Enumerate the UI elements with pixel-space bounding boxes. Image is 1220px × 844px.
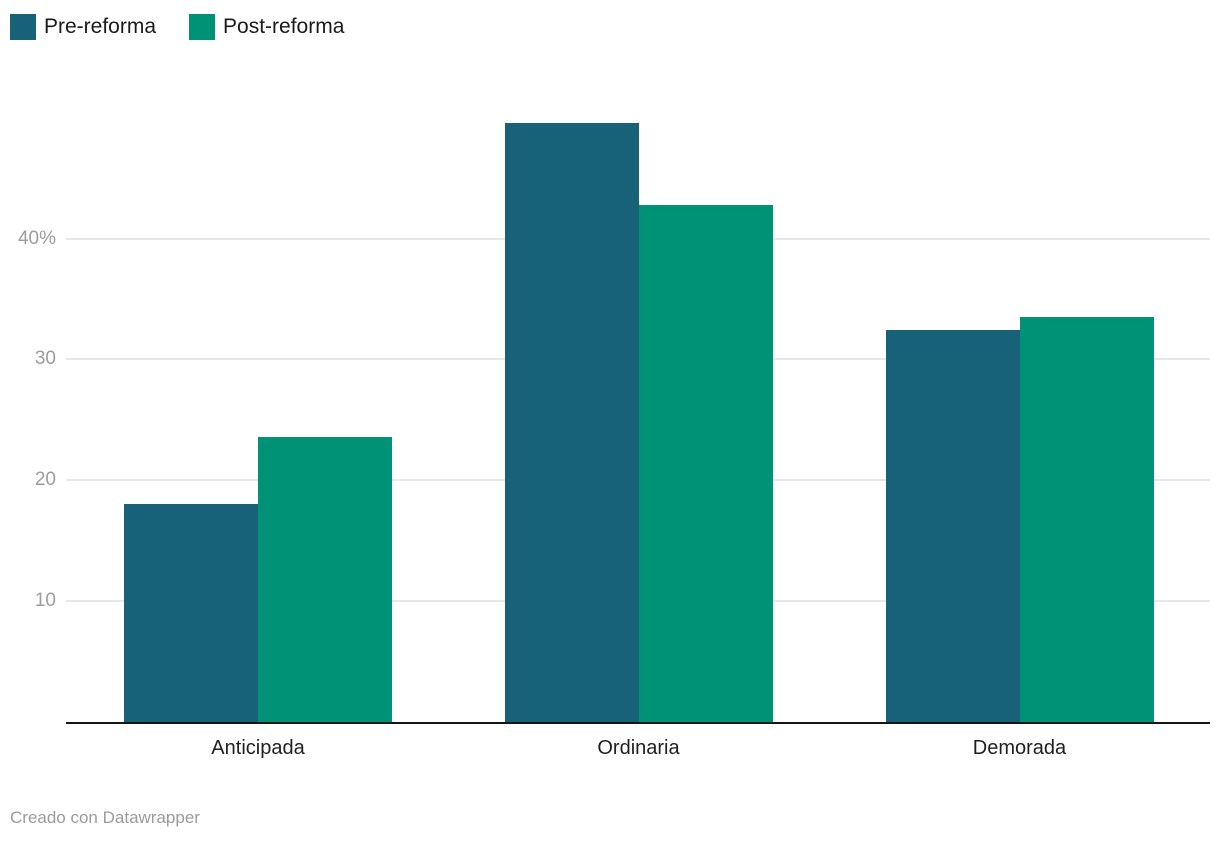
- x-axis-label-ordinaria: Ordinaria: [597, 737, 680, 759]
- bar-post-reforma-demorada[interactable]: [1019, 317, 1154, 722]
- legend-swatch-icon: [10, 14, 36, 40]
- legend-item-post-reforma: Post-reforma: [189, 14, 344, 40]
- y-axis-tick-label-20: 20: [34, 469, 56, 491]
- legend-swatch-icon: [189, 14, 216, 40]
- bar-pre-reforma-demorada[interactable]: [885, 330, 1020, 722]
- bar-post-reforma-ordinaria[interactable]: [638, 204, 773, 722]
- x-axis-line: [66, 722, 1210, 724]
- legend-label: Post-reforma: [223, 15, 345, 38]
- y-axis-tick-label-40: 40%: [17, 227, 56, 249]
- bar-post-reforma-anticipada[interactable]: [258, 436, 392, 722]
- legend: Pre-reforma Post-reforma: [10, 14, 344, 40]
- legend-item-pre-reforma: Pre-reforma: [10, 14, 156, 40]
- x-axis-label-anticipada: Anticipada: [211, 737, 305, 759]
- y-axis-tick-label-30: 30: [34, 348, 56, 370]
- bar-pre-reforma-ordinaria[interactable]: [504, 122, 639, 722]
- datawrapper-credit-link[interactable]: Creado con Datawrapper: [10, 808, 200, 827]
- legend-label: Pre-reforma: [44, 15, 157, 38]
- y-axis-tick-label-10: 10: [34, 590, 56, 612]
- x-axis-label-demorada: Demorada: [972, 737, 1067, 759]
- bar-pre-reforma-anticipada[interactable]: [124, 504, 258, 722]
